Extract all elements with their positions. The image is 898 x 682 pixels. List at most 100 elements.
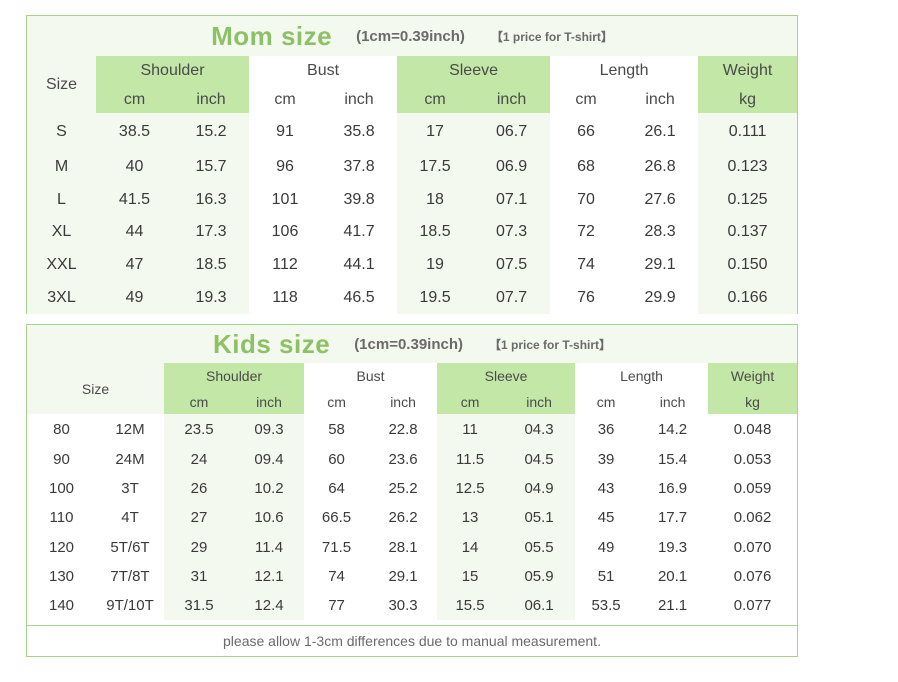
value-cell: 72	[550, 216, 623, 249]
table-row: 110 4T 27 10.6 66.5 26.2 13 05.1 45 17.7 0.062	[27, 503, 798, 533]
value-cell: 27	[164, 503, 235, 533]
value-cell: 20.1	[637, 561, 709, 591]
unit-header: cm	[164, 389, 235, 414]
table-row: S 38.5 15.2 91 35.8 17 06.7 66 26.1 0.111	[27, 113, 798, 151]
unit-header: inch	[473, 86, 551, 113]
size-header: Size	[27, 56, 96, 113]
unit-header: kg	[708, 389, 798, 414]
value-cell: 06.1	[503, 590, 576, 621]
value-cell: 0.125	[698, 183, 798, 217]
value-cell: 17.5	[397, 151, 474, 184]
size-cell: XXL	[27, 248, 96, 282]
size-cell: XL	[27, 216, 96, 249]
value-cell: 17.3	[173, 216, 250, 249]
value-cell: 06.7	[473, 113, 551, 151]
mom-title-row: Mom size (1cm=0.39inch) 【1 price for T-s…	[27, 16, 797, 56]
value-cell: 16.9	[637, 474, 709, 504]
value-cell: 12.5	[437, 474, 504, 504]
value-cell: 04.9	[503, 474, 576, 504]
group-header: Length	[575, 363, 709, 389]
value-cell: 51	[575, 561, 638, 591]
value-cell: 26	[164, 474, 235, 504]
value-cell: 29.1	[622, 248, 699, 282]
unit-header: kg	[698, 86, 798, 113]
value-cell: 09.3	[234, 414, 305, 445]
size-cell: 12M	[96, 414, 165, 445]
value-cell: 31	[164, 561, 235, 591]
unit-header: inch	[369, 389, 438, 414]
kids-conversion: (1cm=0.39inch)	[354, 335, 463, 353]
value-cell: 07.5	[473, 248, 551, 282]
value-cell: 04.5	[503, 445, 576, 475]
value-cell: 36	[575, 414, 638, 445]
value-cell: 74	[550, 248, 623, 282]
value-cell: 0.076	[708, 561, 798, 591]
size-cell: 3XL	[27, 281, 96, 314]
size-header: Size	[27, 363, 165, 414]
value-cell: 66.5	[304, 503, 370, 533]
value-cell: 58	[304, 414, 370, 445]
table-row: 140 9T/10T 31.5 12.4 77 30.3 15.5 06.1 53.5 21.1 0…	[27, 590, 798, 621]
header-row: Size Shoulder Bust Sleeve Length Weight	[27, 363, 798, 414]
mom-title: Mom size	[211, 20, 333, 51]
kids-title: Kids size	[212, 328, 331, 359]
value-cell: 77	[304, 590, 370, 621]
size-cell: 4T	[96, 503, 165, 533]
value-cell: 26.1	[622, 113, 699, 151]
unit-header: inch	[173, 86, 250, 113]
value-cell: 31.5	[164, 590, 235, 621]
value-cell: 39.8	[321, 183, 398, 217]
value-cell: 13	[437, 503, 504, 533]
value-cell: 76	[550, 281, 623, 314]
value-cell: 101	[249, 183, 322, 217]
header-row: Size Shoulder Bust Sleeve Length Weight	[27, 56, 798, 113]
group-header: Bust	[304, 363, 438, 389]
size-cell: 5T/6T	[96, 532, 165, 562]
value-cell: 27.6	[622, 183, 699, 217]
unit-header: inch	[637, 389, 709, 414]
value-cell: 16.3	[173, 183, 250, 217]
size-cell: M	[27, 151, 96, 184]
unit-header: inch	[622, 86, 699, 113]
value-cell: 41.7	[321, 216, 398, 249]
unit-header: inch	[234, 389, 305, 414]
table-row: 120 5T/6T 29 11.4 71.5 28.1 14 05.5 49 19.3 0.070	[27, 532, 798, 562]
value-cell: 28.1	[369, 532, 438, 562]
size-cell: 80	[27, 414, 96, 445]
value-cell: 38.5	[96, 113, 173, 151]
value-cell: 40	[96, 151, 173, 184]
table-row: L 41.5 16.3 101 39.8 18 07.1 70 27.6 0.125	[27, 183, 798, 217]
size-cell: 100	[27, 474, 96, 504]
group-header: Length	[550, 56, 699, 86]
value-cell: 96	[249, 151, 322, 184]
value-cell: 44.1	[321, 248, 398, 282]
value-cell: 23.6	[369, 445, 438, 475]
table-row: 100 3T 26 10.2 64 25.2 12.5 04.9 43 16.9 0.059	[27, 474, 798, 504]
value-cell: 74	[304, 561, 370, 591]
value-cell: 11.4	[234, 532, 305, 562]
value-cell: 12.1	[234, 561, 305, 591]
value-cell: 18.5	[173, 248, 250, 282]
value-cell: 09.4	[234, 445, 305, 475]
value-cell: 05.5	[503, 532, 576, 562]
value-cell: 0.059	[708, 474, 798, 504]
value-cell: 0.077	[708, 590, 798, 621]
value-cell: 11.5	[437, 445, 504, 475]
size-cell: L	[27, 183, 96, 217]
size-cell: 110	[27, 503, 96, 533]
mom-size-chart: Mom size (1cm=0.39inch) 【1 price for T-s…	[26, 15, 798, 314]
unit-header: cm	[304, 389, 370, 414]
value-cell: 19.3	[637, 532, 709, 562]
value-cell: 06.9	[473, 151, 551, 184]
value-cell: 10.6	[234, 503, 305, 533]
unit-header: inch	[503, 389, 576, 414]
size-cell: 120	[27, 532, 96, 562]
value-cell: 11	[437, 414, 504, 445]
value-cell: 112	[249, 248, 322, 282]
unit-row: cm inch cm inch cm inch cm inch kg	[27, 86, 798, 113]
value-cell: 118	[249, 281, 322, 314]
value-cell: 29.9	[622, 281, 699, 314]
kids-title-row: Kids size (1cm=0.39inch) 【1 price for T-…	[27, 325, 797, 363]
value-cell: 14.2	[637, 414, 709, 445]
value-cell: 35.8	[321, 113, 398, 151]
